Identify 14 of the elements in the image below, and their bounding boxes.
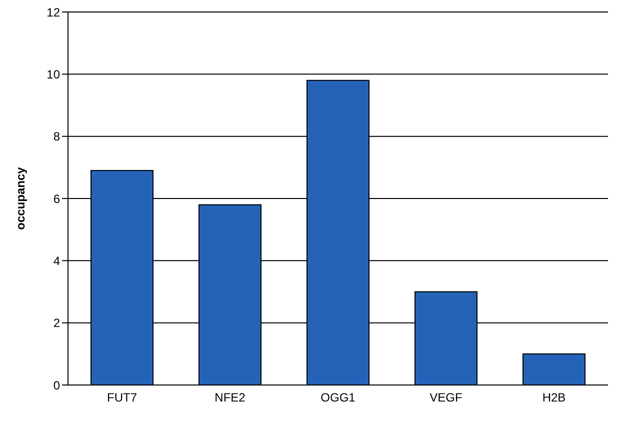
x-tick-label: OGG1 (320, 390, 356, 405)
bar (522, 353, 586, 385)
y-tick-label: 4 (53, 254, 60, 268)
y-tick-label: 0 (53, 378, 60, 392)
y-tick-label: 8 (53, 130, 60, 144)
y-tick-label: 10 (46, 67, 60, 82)
x-tick-label: VEGF (430, 390, 462, 405)
x-tick-label: FUT7 (107, 390, 138, 405)
y-tick-label: 12 (46, 5, 60, 20)
y-tick-label: 2 (53, 316, 60, 330)
y-axis-title: occupancy (13, 166, 28, 230)
y-tick-label: 6 (53, 192, 60, 206)
x-tick-label: NFE2 (214, 390, 246, 405)
x-tick-label: H2B (542, 390, 566, 405)
